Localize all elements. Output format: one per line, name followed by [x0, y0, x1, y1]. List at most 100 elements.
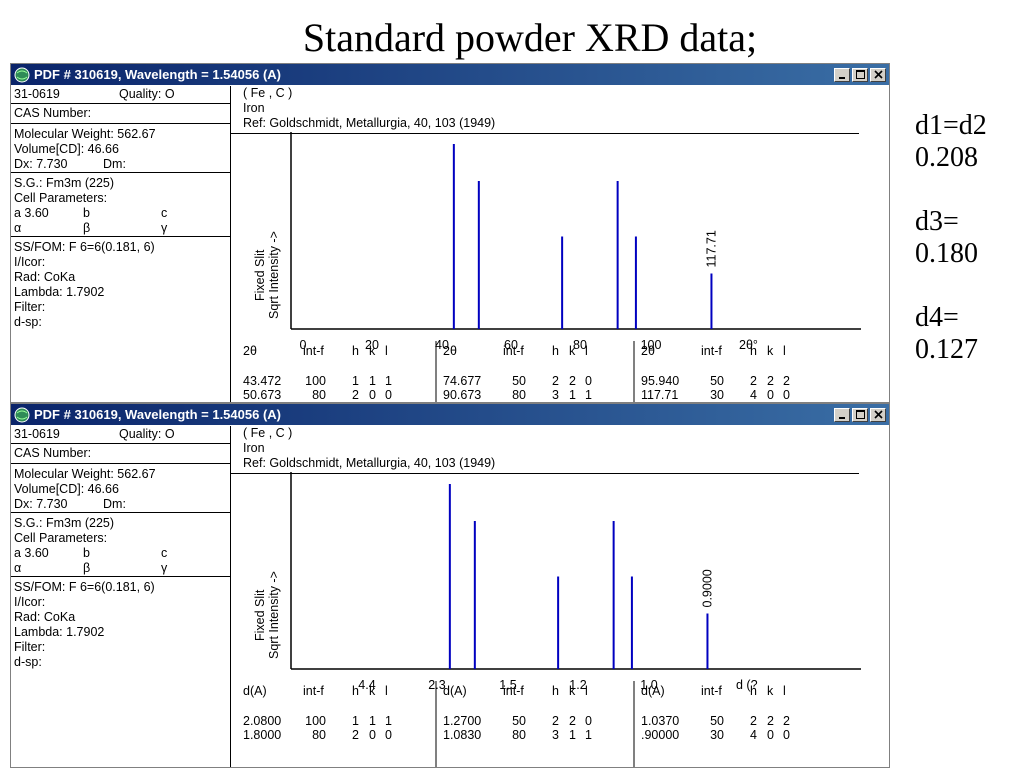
x-tick-label: 1.5 [499, 678, 516, 692]
pdf-window-d-spacing[interactable]: PDF # 310619, Wavelength = 1.54056 (A) 3… [10, 403, 890, 768]
slide-title: Standard powder XRD data; [302, 15, 758, 60]
table-cell: 0 [783, 728, 790, 742]
compound-header: ( Fe , C ) Iron Ref: Goldschmidt, Metall… [231, 426, 859, 474]
minimize-icon [839, 416, 845, 419]
formula: ( Fe , C ) [243, 426, 293, 440]
table-header: h [352, 684, 359, 698]
note-line: d4= [915, 302, 959, 333]
cas-number: CAS Number: [11, 104, 230, 124]
stick-pattern-2theta: Fixed Slit Sqrt Intensity -> 117.71 0 20 40 60… [253, 132, 861, 352]
x-tick-label: 100 [641, 338, 662, 352]
globe-icon [14, 407, 30, 422]
table-cell: 2 [552, 374, 559, 388]
table-cell: 1 [352, 714, 359, 728]
cell-c: c [161, 546, 168, 560]
minimize-button[interactable] [834, 67, 850, 82]
x-axis-label: d (? [736, 678, 758, 692]
molecular-weight: Molecular Weight: 562.67 [14, 127, 156, 141]
pdf-number: 31-0619 [14, 427, 60, 441]
table-header: h [552, 344, 559, 358]
pdf-number-row: 31-0619 Quality: O [11, 426, 230, 444]
cell-gamma: γ [161, 221, 168, 235]
table-cell: 1 [385, 374, 392, 388]
table-cell: 2 [767, 714, 774, 728]
table-cell: 80 [312, 728, 326, 742]
close-icon [873, 410, 883, 419]
table-cell: 1 [352, 374, 359, 388]
maximize-button[interactable] [852, 407, 868, 422]
cell-angles: α β γ [11, 221, 230, 237]
y-axis-label-2: Sqrt Intensity -> [267, 231, 281, 319]
maximize-button[interactable] [852, 67, 868, 82]
compound-name: Iron [243, 441, 265, 455]
table-cell: 1.0830 [443, 728, 481, 742]
table-cell: 2 [352, 728, 359, 742]
y-axis-label-1: Fixed Slit [253, 589, 267, 641]
table-header: h [750, 684, 757, 698]
dx: Dx: 7.730 [14, 497, 68, 511]
table-cell: 0 [585, 374, 592, 388]
table-header: k [369, 344, 376, 358]
window-titlebar[interactable]: PDF # 310619, Wavelength = 1.54056 (A) [11, 64, 889, 85]
window-title: PDF # 310619, Wavelength = 1.54056 (A) [34, 407, 281, 422]
close-button[interactable] [870, 67, 886, 82]
window-title: PDF # 310619, Wavelength = 1.54056 (A) [34, 67, 281, 82]
dm: Dm: [103, 497, 126, 511]
quality: Quality: O [119, 87, 175, 101]
note-line: 0.208 [915, 142, 978, 173]
cell-alpha: α [14, 221, 22, 235]
window-titlebar[interactable]: PDF # 310619, Wavelength = 1.54056 (A) [11, 404, 889, 425]
table-header: k [569, 684, 576, 698]
ss-fom: SS/FOM: F 6=6(0.181, 6) [14, 580, 155, 594]
compound-header: ( Fe , C ) Iron Ref: Goldschmidt, Metall… [231, 86, 859, 134]
x-tick-label: 1.0 [640, 678, 657, 692]
peak-annotation: 0.9000 [700, 569, 714, 607]
note-line: d3= [915, 206, 959, 237]
d-sp: d-sp: [14, 655, 42, 669]
close-icon [873, 70, 883, 79]
pattern-info-panel: 31-0619 Quality: O CAS Number: Molecular… [11, 86, 231, 402]
cell-parameters: Cell Parameters: [14, 531, 108, 545]
table-cell: 95.940 [641, 374, 679, 388]
table-header: l [783, 684, 786, 698]
peak-annotation: 117.71 [704, 230, 718, 267]
pattern-info-panel: 31-0619 Quality: O CAS Number: Molecular… [11, 426, 231, 767]
x-tick-label: 20 [365, 338, 379, 352]
table-header: l [585, 344, 588, 358]
table-header: int-f [303, 344, 324, 358]
table-header: d(A) [443, 684, 467, 698]
table-cell: 50 [710, 374, 724, 388]
maximize-icon [855, 410, 865, 419]
table-cell: 2 [569, 374, 576, 388]
table-cell: 2.0800 [243, 714, 281, 728]
cell-c: c [161, 206, 168, 220]
table-cell: 0 [767, 728, 774, 742]
table-header: k [767, 344, 774, 358]
x-axis-label: 2θ° [739, 338, 758, 352]
table-header: d(A) [641, 684, 665, 698]
i-icor: I/Icor: [14, 595, 46, 609]
table-cell: 1.2700 [443, 714, 481, 728]
table-cell: 2 [750, 714, 757, 728]
stick-pattern-d-spacing: Fixed Slit Sqrt Intensity -> 0.9000 4.4 2.3 1… [253, 472, 861, 692]
volume: Volume[CD]: 46.66 [14, 482, 119, 496]
minimize-button[interactable] [834, 407, 850, 422]
note-line [915, 174, 987, 206]
x-tick-label: 0 [300, 338, 307, 352]
table-header: l [585, 684, 588, 698]
table-cell: 50.673 [243, 388, 281, 402]
note-line: d1=d2 [915, 110, 987, 141]
compound-name: Iron [243, 101, 265, 115]
table-cell: 0 [369, 728, 376, 742]
table-cell: 0 [783, 388, 790, 402]
pdf-window-2theta[interactable]: PDF # 310619, Wavelength = 1.54056 (A) 3… [10, 63, 890, 403]
radiation: Rad: CoKa [14, 270, 76, 284]
table-header: 2θ [443, 344, 457, 358]
table-header: int-f [503, 344, 524, 358]
cell-parameters: Cell Parameters: [14, 191, 108, 205]
note-line: 0.180 [915, 238, 978, 269]
table-cell: 1.0370 [641, 714, 679, 728]
table-cell: 50 [710, 714, 724, 728]
table-cell: 74.677 [443, 374, 481, 388]
close-button[interactable] [870, 407, 886, 422]
